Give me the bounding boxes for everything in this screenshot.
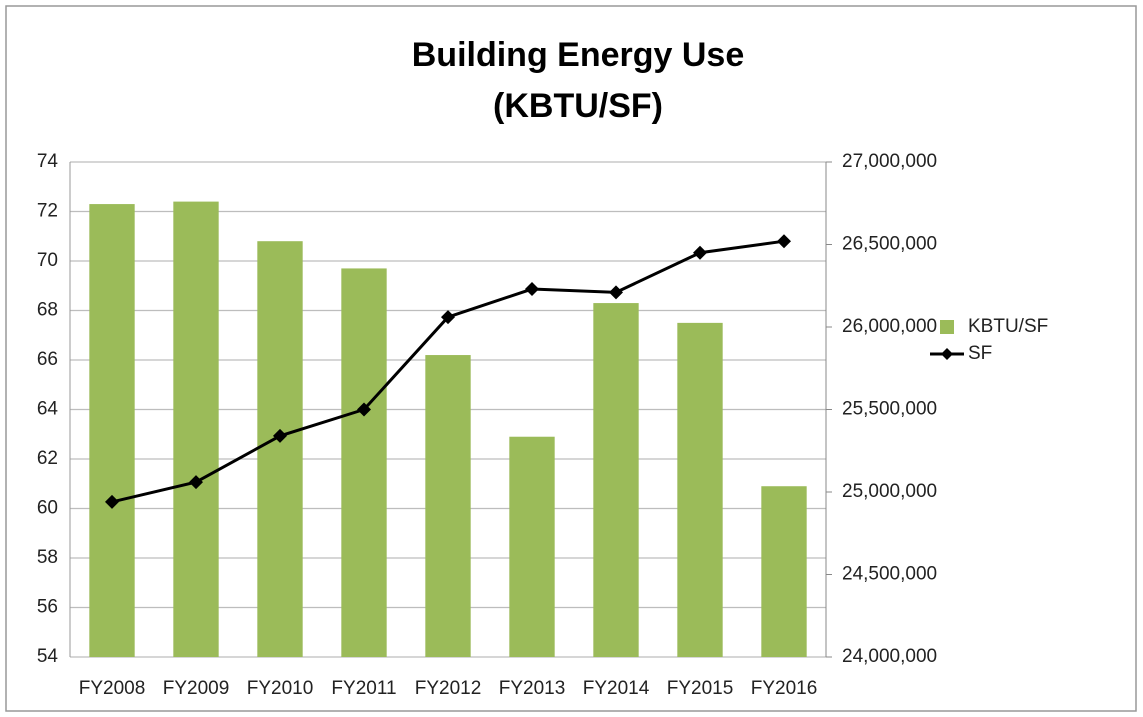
- bar: [89, 204, 135, 657]
- y-tick-label: 68: [37, 300, 58, 321]
- bar: [425, 355, 471, 657]
- bar: [677, 322, 723, 657]
- marker: [693, 245, 707, 260]
- y-tick-label: 74: [37, 151, 59, 172]
- chart-title: Building Energy Use: [412, 36, 745, 74]
- y2-tick-label: 25,000,000: [842, 481, 937, 502]
- y2-tick-label: 26,000,000: [842, 316, 937, 337]
- x-tick-label: FY2013: [499, 678, 566, 699]
- marker: [105, 494, 119, 509]
- x-tick-label: FY2009: [163, 678, 230, 699]
- bar: [173, 201, 219, 657]
- x-tick-label: FY2016: [751, 678, 818, 699]
- bar: [341, 268, 387, 657]
- x-tick-label: FY2014: [583, 678, 650, 699]
- x-tick-label: FY2008: [79, 678, 146, 699]
- y2-tick-label: 27,000,000: [842, 151, 937, 172]
- x-tick-label: FY2012: [415, 678, 482, 699]
- legend-swatch: [941, 348, 953, 360]
- x-tick-label: FY2011: [331, 678, 396, 699]
- marker: [273, 428, 287, 443]
- bar: [509, 436, 555, 657]
- y-tick-label: 64: [37, 399, 59, 420]
- marker: [525, 282, 539, 297]
- y2-tick-label: 25,500,000: [842, 399, 937, 420]
- y-tick-label: 54: [37, 646, 59, 667]
- bar: [593, 303, 639, 657]
- y2-tick-label: 24,500,000: [842, 564, 937, 585]
- y-tick-label: 70: [37, 250, 58, 271]
- marker: [777, 234, 791, 249]
- bar: [257, 241, 303, 657]
- y2-tick-label: 26,500,000: [842, 234, 937, 255]
- y2-tick-label: 24,000,000: [842, 646, 937, 667]
- marker: [189, 475, 203, 490]
- y-tick-label: 72: [37, 201, 58, 222]
- x-tick-label: FY2015: [667, 678, 734, 699]
- bar: [761, 486, 807, 657]
- x-tick-label: FY2010: [247, 678, 314, 699]
- y-tick-label: 58: [37, 547, 58, 568]
- y-tick-label: 56: [37, 597, 58, 618]
- marker: [609, 285, 623, 300]
- chart-title: (KBTU/SF): [493, 87, 663, 125]
- y-tick-label: 62: [37, 448, 58, 469]
- legend-label: KBTU/SF: [968, 316, 1048, 337]
- legend-swatch: [940, 320, 954, 334]
- marker: [441, 310, 455, 325]
- marker: [357, 402, 371, 417]
- y-tick-label: 60: [37, 498, 58, 519]
- legend-label: SF: [968, 343, 992, 364]
- y-tick-label: 66: [37, 349, 58, 370]
